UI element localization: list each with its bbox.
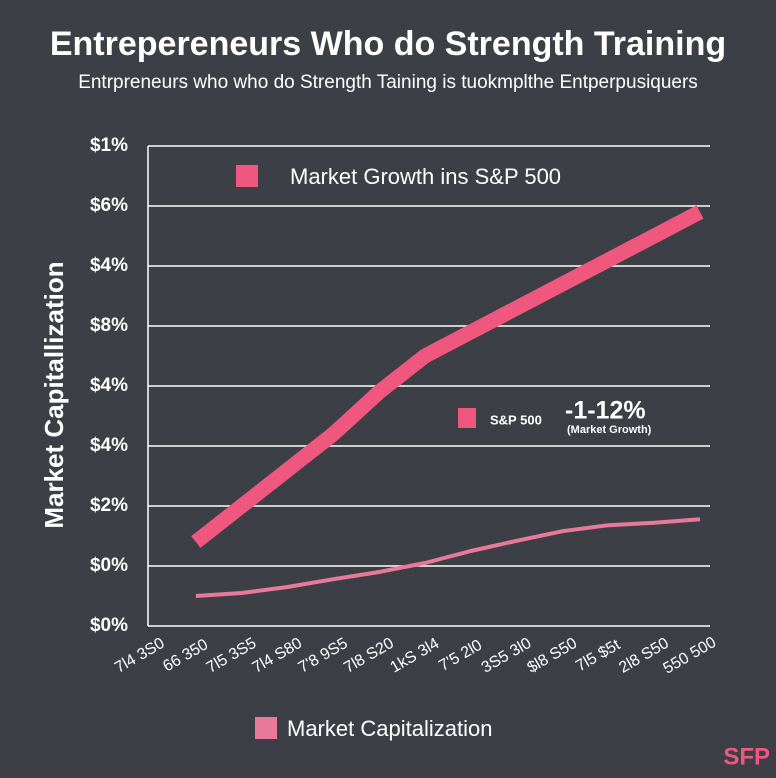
series-line bbox=[195, 517, 701, 598]
legend-swatch bbox=[255, 717, 277, 739]
y-tick-label: $2% bbox=[90, 495, 128, 516]
watermark: SFP bbox=[723, 743, 770, 770]
legend-label: Market Capitalization bbox=[287, 716, 492, 741]
y-tick-label: $6% bbox=[90, 195, 128, 216]
annotation-swatch bbox=[458, 408, 476, 428]
y-tick-label: $8% bbox=[90, 315, 128, 336]
chart-subtitle: Entrpreneurs who who do Strength Taining… bbox=[78, 72, 698, 93]
legend-label: Market Growth ins S&P 500 bbox=[290, 164, 561, 189]
annotation-note: (Market Growth) bbox=[567, 424, 652, 436]
y-tick-label: $4% bbox=[90, 435, 128, 456]
y-axis-label: Market Capitallization bbox=[39, 261, 69, 528]
y-tick-label: $4% bbox=[90, 375, 128, 396]
y-tick-label: $1% bbox=[90, 135, 128, 156]
y-tick-label: $4% bbox=[90, 255, 128, 276]
y-tick-label: $0% bbox=[90, 615, 128, 636]
chart-title: Entrepereneurs Who do Strength Training bbox=[50, 25, 726, 63]
legend-swatch bbox=[236, 165, 258, 187]
series-line bbox=[191, 205, 704, 548]
annotation-name: S&P 500 bbox=[490, 412, 542, 427]
y-tick-label: $0% bbox=[90, 555, 128, 576]
annotation-value: -1-12% bbox=[565, 397, 646, 425]
